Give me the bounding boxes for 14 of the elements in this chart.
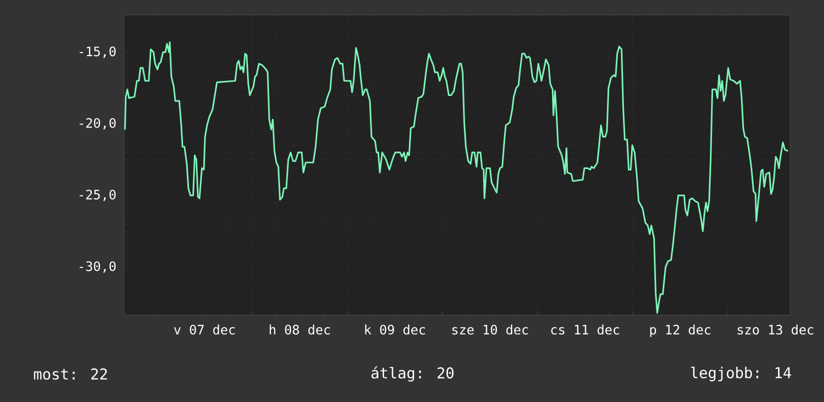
- x-tick-label: h 08 dec: [270, 324, 330, 335]
- x-tick-label: szo 13 dec: [738, 324, 814, 335]
- x-tick-label: sze 10 dec: [452, 324, 528, 335]
- x-tick-label: k 09 dec: [365, 324, 425, 335]
- x-tick-label: v 07 dec: [174, 324, 235, 335]
- text: most: 22: [34, 368, 107, 380]
- y-tick-label: -15,0: [80, 46, 116, 58]
- x-tick-label: cs 11 dec: [551, 324, 620, 335]
- y-tick-label: -25,0: [80, 190, 116, 202]
- x-tick-label: p 12 dec: [650, 324, 710, 338]
- y-tick-label: -30,0: [80, 261, 116, 273]
- text: átlag: 20: [371, 366, 454, 382]
- y-tick-label: -20,0: [80, 118, 116, 130]
- text: legjobb: 14: [691, 366, 792, 382]
